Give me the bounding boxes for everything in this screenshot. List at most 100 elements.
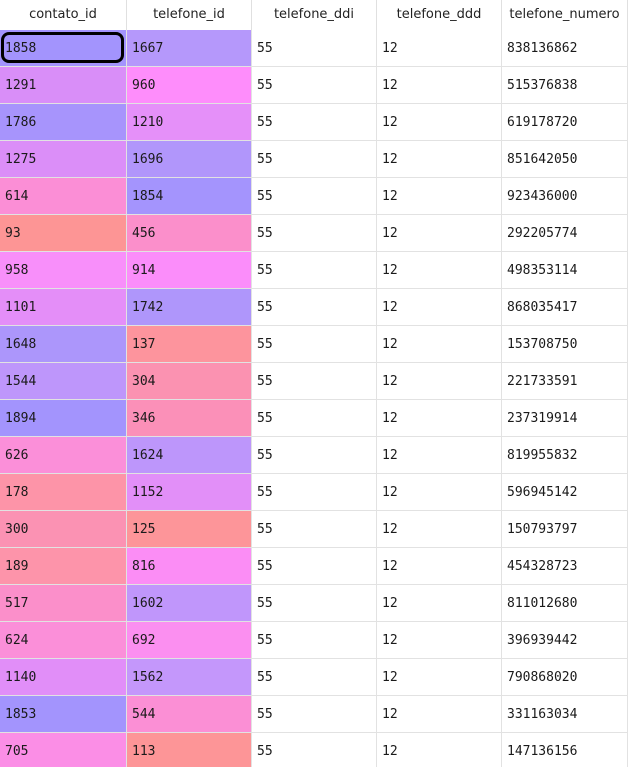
- table-row[interactable]: 958 914 55 12 498353114: [0, 252, 628, 289]
- cell-telefone-ddd[interactable]: 12: [377, 30, 502, 67]
- table-row[interactable]: 1894 346 55 12 237319914: [0, 400, 628, 437]
- cell-contato-id[interactable]: 958: [0, 252, 127, 289]
- cell-telefone-ddd[interactable]: 12: [377, 696, 502, 733]
- cell-telefone-numero[interactable]: 498353114: [502, 252, 628, 289]
- cell-telefone-numero[interactable]: 515376838: [502, 67, 628, 104]
- table-row[interactable]: 1275 1696 55 12 851642050: [0, 141, 628, 178]
- column-header-telefone-ddi[interactable]: telefone_ddi: [252, 0, 377, 30]
- cell-telefone-numero[interactable]: 221733591: [502, 363, 628, 400]
- cell-telefone-ddi[interactable]: 55: [252, 326, 377, 363]
- cell-telefone-numero[interactable]: 292205774: [502, 215, 628, 252]
- cell-contato-id[interactable]: 624: [0, 622, 127, 659]
- cell-telefone-ddi[interactable]: 55: [252, 437, 377, 474]
- table-row[interactable]: 178 1152 55 12 596945142: [0, 474, 628, 511]
- cell-telefone-ddi[interactable]: 55: [252, 252, 377, 289]
- table-row[interactable]: 189 816 55 12 454328723: [0, 548, 628, 585]
- table-row[interactable]: 93 456 55 12 292205774: [0, 215, 628, 252]
- cell-telefone-ddi[interactable]: 55: [252, 733, 377, 767]
- cell-telefone-ddd[interactable]: 12: [377, 104, 502, 141]
- cell-telefone-ddd[interactable]: 12: [377, 67, 502, 104]
- cell-telefone-ddi[interactable]: 55: [252, 141, 377, 178]
- cell-contato-id[interactable]: 1275: [0, 141, 127, 178]
- cell-telefone-ddi[interactable]: 55: [252, 474, 377, 511]
- cell-telefone-ddi[interactable]: 55: [252, 622, 377, 659]
- cell-telefone-id[interactable]: 137: [127, 326, 252, 363]
- cell-telefone-id[interactable]: 1667: [127, 30, 252, 67]
- cell-telefone-id[interactable]: 1152: [127, 474, 252, 511]
- cell-telefone-numero[interactable]: 237319914: [502, 400, 628, 437]
- cell-telefone-id[interactable]: 1562: [127, 659, 252, 696]
- cell-contato-id[interactable]: 93: [0, 215, 127, 252]
- cell-telefone-ddd[interactable]: 12: [377, 252, 502, 289]
- cell-telefone-id[interactable]: 456: [127, 215, 252, 252]
- cell-telefone-ddi[interactable]: 55: [252, 511, 377, 548]
- cell-telefone-id[interactable]: 125: [127, 511, 252, 548]
- cell-telefone-id[interactable]: 346: [127, 400, 252, 437]
- cell-contato-id[interactable]: 1544: [0, 363, 127, 400]
- cell-telefone-ddi[interactable]: 55: [252, 585, 377, 622]
- cell-telefone-ddd[interactable]: 12: [377, 548, 502, 585]
- cell-telefone-numero[interactable]: 811012680: [502, 585, 628, 622]
- cell-telefone-id[interactable]: 113: [127, 733, 252, 767]
- cell-telefone-ddi[interactable]: 55: [252, 400, 377, 437]
- cell-telefone-ddi[interactable]: 55: [252, 67, 377, 104]
- table-row[interactable]: 1853 544 55 12 331163034: [0, 696, 628, 733]
- cell-telefone-ddd[interactable]: 12: [377, 474, 502, 511]
- table-row[interactable]: 626 1624 55 12 819955832: [0, 437, 628, 474]
- table-row[interactable]: 1291 960 55 12 515376838: [0, 67, 628, 104]
- table-row[interactable]: 1544 304 55 12 221733591: [0, 363, 628, 400]
- cell-telefone-numero[interactable]: 838136862: [502, 30, 628, 67]
- cell-telefone-ddi[interactable]: 55: [252, 30, 377, 67]
- cell-telefone-id[interactable]: 1854: [127, 178, 252, 215]
- cell-telefone-numero[interactable]: 454328723: [502, 548, 628, 585]
- cell-telefone-numero[interactable]: 790868020: [502, 659, 628, 696]
- cell-telefone-ddi[interactable]: 55: [252, 548, 377, 585]
- cell-telefone-ddi[interactable]: 55: [252, 289, 377, 326]
- table-row[interactable]: 1101 1742 55 12 868035417: [0, 289, 628, 326]
- cell-telefone-ddd[interactable]: 12: [377, 585, 502, 622]
- cell-telefone-numero[interactable]: 331163034: [502, 696, 628, 733]
- cell-telefone-ddd[interactable]: 12: [377, 659, 502, 696]
- cell-telefone-numero[interactable]: 923436000: [502, 178, 628, 215]
- cell-telefone-id[interactable]: 914: [127, 252, 252, 289]
- column-header-telefone-numero[interactable]: telefone_numero: [502, 0, 628, 30]
- cell-telefone-ddd[interactable]: 12: [377, 511, 502, 548]
- cell-telefone-id[interactable]: 544: [127, 696, 252, 733]
- cell-contato-id[interactable]: 189: [0, 548, 127, 585]
- cell-contato-id[interactable]: 1786: [0, 104, 127, 141]
- cell-telefone-numero[interactable]: 396939442: [502, 622, 628, 659]
- table-row[interactable]: 1140 1562 55 12 790868020: [0, 659, 628, 696]
- cell-telefone-ddi[interactable]: 55: [252, 178, 377, 215]
- table-row[interactable]: 624 692 55 12 396939442: [0, 622, 628, 659]
- column-header-telefone-ddd[interactable]: telefone_ddd: [377, 0, 502, 30]
- table-row[interactable]: 614 1854 55 12 923436000: [0, 178, 628, 215]
- cell-contato-id[interactable]: 1853: [0, 696, 127, 733]
- cell-contato-id[interactable]: 178: [0, 474, 127, 511]
- cell-contato-id[interactable]: 1648: [0, 326, 127, 363]
- column-header-telefone-id[interactable]: telefone_id: [127, 0, 252, 30]
- cell-telefone-id[interactable]: 1210: [127, 104, 252, 141]
- cell-telefone-id[interactable]: 960: [127, 67, 252, 104]
- cell-telefone-id[interactable]: 1602: [127, 585, 252, 622]
- table-row[interactable]: 517 1602 55 12 811012680: [0, 585, 628, 622]
- cell-telefone-id[interactable]: 1696: [127, 141, 252, 178]
- cell-telefone-ddi[interactable]: 55: [252, 104, 377, 141]
- cell-telefone-numero[interactable]: 619178720: [502, 104, 628, 141]
- cell-telefone-numero[interactable]: 147136156: [502, 733, 628, 767]
- cell-contato-id[interactable]: 705: [0, 733, 127, 767]
- column-header-contato-id[interactable]: contato_id: [0, 0, 127, 30]
- cell-contato-id[interactable]: 1291: [0, 67, 127, 104]
- cell-telefone-ddd[interactable]: 12: [377, 733, 502, 767]
- cell-contato-id[interactable]: 517: [0, 585, 127, 622]
- cell-telefone-ddd[interactable]: 12: [377, 400, 502, 437]
- cell-telefone-id[interactable]: 1624: [127, 437, 252, 474]
- cell-contato-id[interactable]: 1858: [0, 30, 127, 67]
- table-row[interactable]: 1858 1667 55 12 838136862: [0, 30, 628, 67]
- cell-telefone-numero[interactable]: 868035417: [502, 289, 628, 326]
- cell-telefone-numero[interactable]: 819955832: [502, 437, 628, 474]
- cell-telefone-id[interactable]: 304: [127, 363, 252, 400]
- cell-contato-id[interactable]: 300: [0, 511, 127, 548]
- cell-telefone-numero[interactable]: 596945142: [502, 474, 628, 511]
- cell-telefone-ddi[interactable]: 55: [252, 659, 377, 696]
- cell-telefone-ddd[interactable]: 12: [377, 622, 502, 659]
